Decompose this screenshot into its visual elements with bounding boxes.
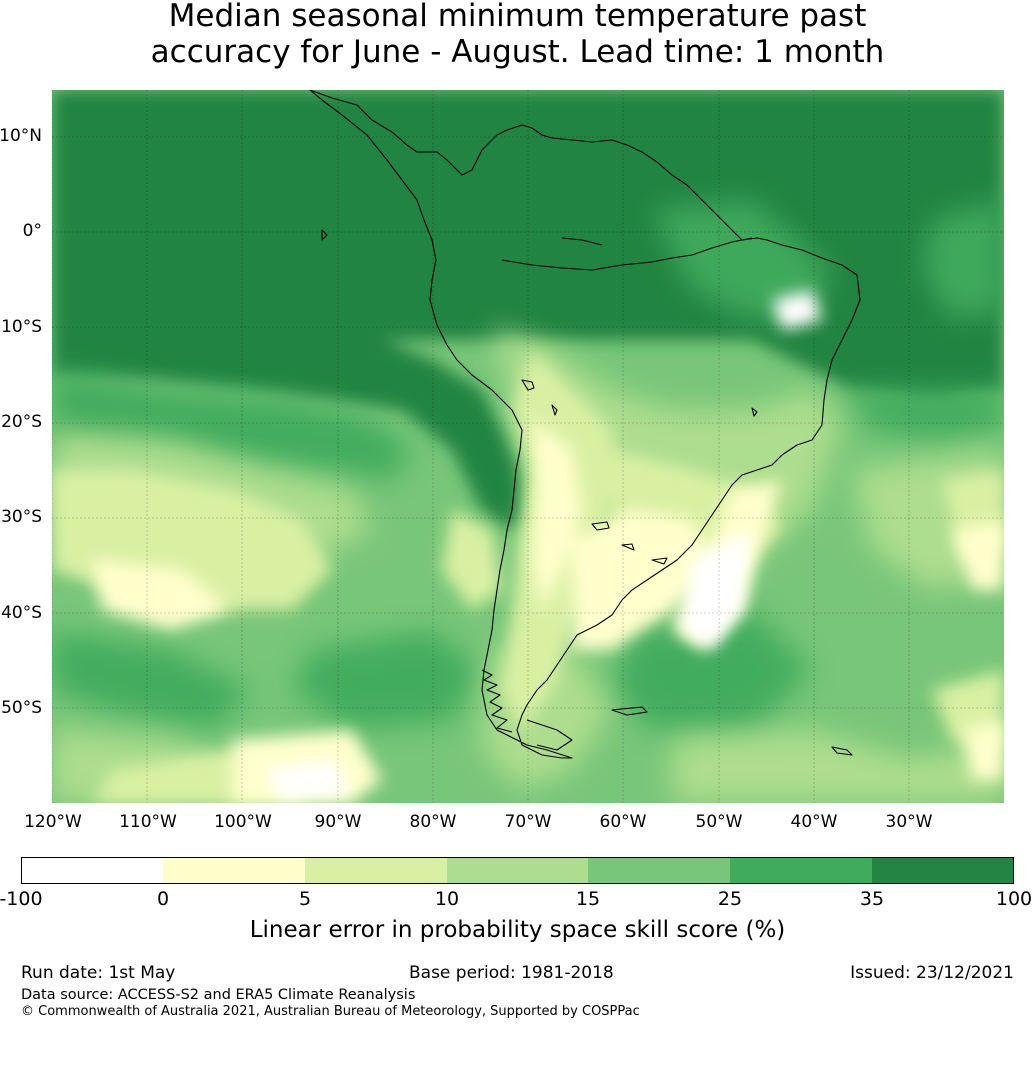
lon-label-80w: 80°W <box>409 812 457 832</box>
colorbar-tick-neg100: -100 <box>0 888 43 910</box>
title-line-2: accuracy for June - August. Lead time: 1… <box>150 34 885 70</box>
copyright: © Commonwealth of Australia 2021, Austra… <box>21 1004 640 1019</box>
lon-label-40w: 40°W <box>790 812 838 832</box>
lat-label-10n: 10°N <box>0 126 42 146</box>
skill-score-map <box>52 90 1004 803</box>
colorbar-bin-25-35 <box>730 857 872 884</box>
lon-label-110w: 110°W <box>119 812 177 832</box>
base-period: Base period: 1981-2018 <box>409 963 614 983</box>
colorbar <box>21 857 1014 884</box>
colorbar-bin-neg100-0 <box>21 857 163 884</box>
medium-skill-band <box>52 200 1004 730</box>
colorbar-tick-10: 10 <box>434 888 460 910</box>
colorbar-bin-35-100 <box>872 857 1014 884</box>
colorbar-bin-15-25 <box>588 857 730 884</box>
lat-label-30s: 30°S <box>1 507 42 527</box>
lat-label-50s: 50°S <box>1 698 42 718</box>
colorbar-bin-10-15 <box>447 857 588 884</box>
gridlines <box>52 90 1004 803</box>
lon-label-90w: 90°W <box>314 812 362 832</box>
lat-label-20s: 20°S <box>1 412 42 432</box>
high-skill-region-north <box>52 90 1004 530</box>
lon-label-100w: 100°W <box>214 812 272 832</box>
colorbar-tick-100: 100 <box>995 888 1033 910</box>
lon-label-50w: 50°W <box>695 812 743 832</box>
lat-label-10s: 10°S <box>1 317 42 337</box>
colorbar-tick-15: 15 <box>575 888 601 910</box>
colorbar-tick-5: 5 <box>298 888 312 910</box>
lat-label-40s: 40°S <box>1 603 42 623</box>
lon-label-70w: 70°W <box>504 812 552 832</box>
colorbar-tick-35: 35 <box>859 888 885 910</box>
colorbar-label: Linear error in probability space skill … <box>249 917 786 943</box>
title-line-1: Median seasonal minimum temperature past <box>168 0 867 34</box>
lon-label-60w: 60°W <box>599 812 647 832</box>
negative-skill-areas <box>262 290 822 800</box>
colorbar-bin-0-5 <box>163 857 305 884</box>
colorbar-tick-0: 0 <box>156 888 170 910</box>
lon-label-30w: 30°W <box>885 812 933 832</box>
colorbar-bin-5-10 <box>305 857 447 884</box>
run-date: Run date: 1st May <box>21 963 176 983</box>
coastline <box>309 90 861 759</box>
lat-label-0: 0° <box>22 221 42 241</box>
issued-date: Issued: 23/12/2021 <box>850 963 1014 983</box>
lon-label-120w: 120°W <box>24 812 82 832</box>
colorbar-tick-25: 25 <box>717 888 743 910</box>
data-source: Data source: ACCESS-S2 and ERA5 Climate … <box>21 987 416 1003</box>
